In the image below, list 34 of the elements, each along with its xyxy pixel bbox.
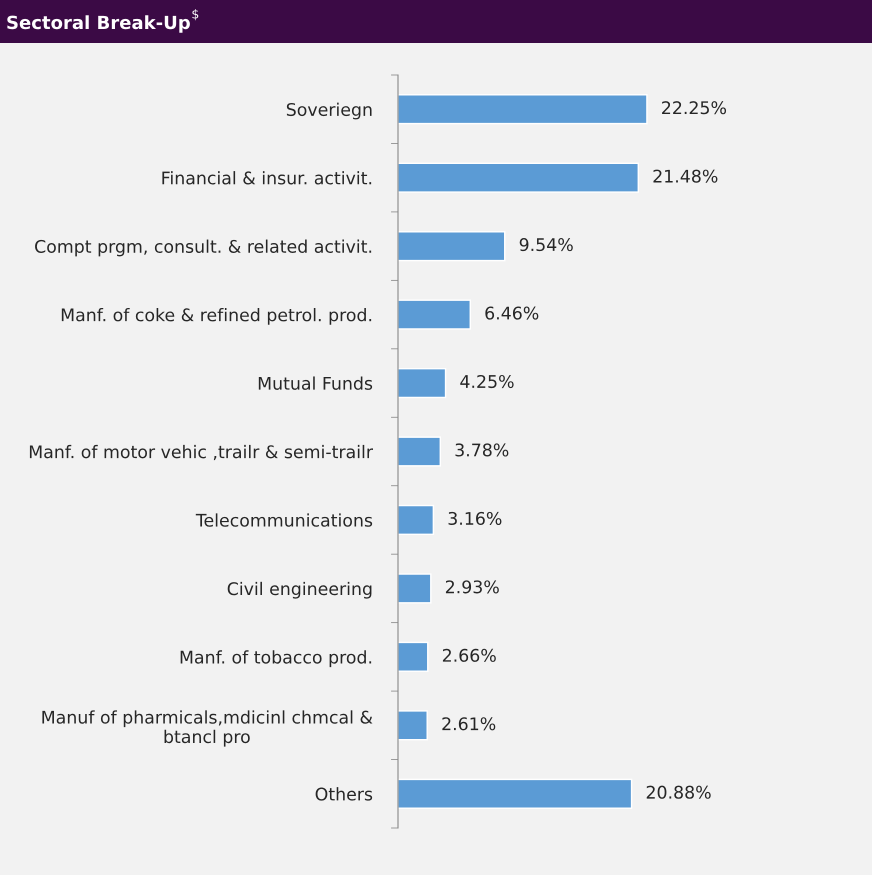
bar	[398, 642, 428, 672]
text: Sectoral Break-Up$	[7, 8, 198, 33]
data-label: 3.16%	[448, 512, 502, 525]
y-tick-label: Manf. of tobacco prod.	[180, 650, 372, 668]
data-label: 2.61%	[442, 717, 496, 730]
data-label: 6.46%	[485, 306, 538, 320]
bar	[398, 778, 632, 809]
bar	[398, 368, 446, 398]
y-tick-label: Mutual Funds	[258, 376, 372, 390]
bar	[398, 231, 506, 262]
y-tick-label: Others	[316, 787, 372, 801]
data-label: 22.25%	[662, 101, 726, 114]
y-tick-label: Telecommunications	[196, 513, 372, 527]
bar	[398, 504, 434, 536]
bar	[398, 300, 471, 330]
bar	[398, 94, 648, 124]
bar	[398, 162, 639, 193]
y-tick-label: Civil engineering	[228, 582, 372, 599]
data-label: 20.88%	[646, 786, 711, 799]
y-tick-label: Financial & insur. activit.	[162, 171, 372, 185]
y-tick-label: Soveriegn	[286, 102, 372, 120]
bar	[398, 436, 441, 467]
y-tick-label: Manf. of coke & refined petrol. prod.	[62, 308, 372, 325]
bar	[398, 573, 432, 604]
data-label: 3.78%	[455, 443, 508, 457]
data-label: 9.54%	[520, 238, 573, 252]
data-label: 21.48%	[653, 170, 718, 183]
data-label: 4.25%	[460, 374, 514, 388]
bar	[398, 710, 428, 740]
data-label: 2.93%	[446, 580, 499, 594]
y-tick-label: Manf. of motor vehic ,trailr & semi-trailr	[30, 444, 374, 460]
data-label: 2.66%	[442, 648, 496, 662]
y-tick-label: Manuf of pharmicals,mdicinl chmcal & btancl pro	[42, 710, 372, 747]
y-tick-label: Compt prgm, consult. & related activit.	[35, 240, 372, 256]
